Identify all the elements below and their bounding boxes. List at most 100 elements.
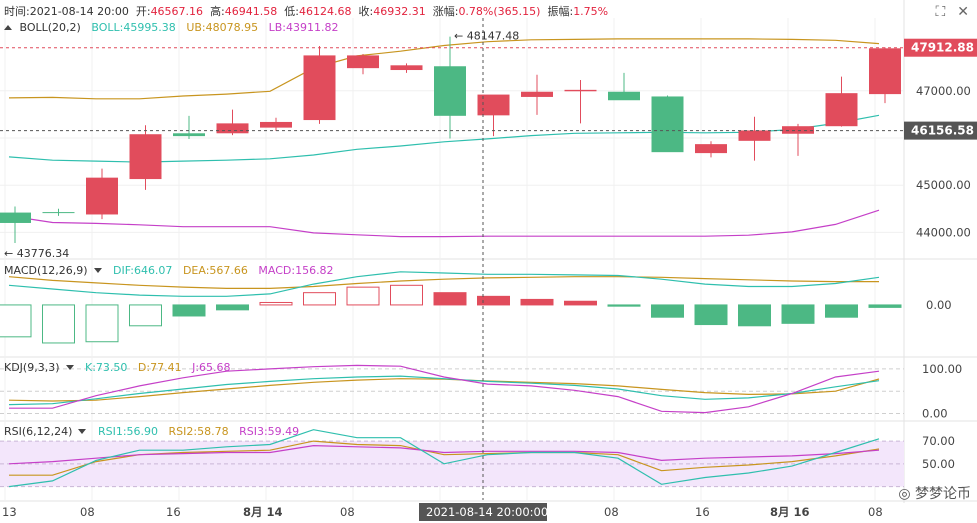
price-tag-box: [904, 38, 977, 57]
price-tag-box: [904, 121, 977, 140]
candle-up: [564, 89, 597, 92]
ohlc-header: 时间:2021-08-14 20:00 开:46567.16 高:46941.5…: [4, 3, 608, 19]
kdj-k-value: K:73.50: [85, 361, 128, 374]
boll-ub-value: UB:48078.95: [186, 21, 259, 34]
candle-up: [347, 55, 379, 69]
boll-legend: BOLL(20,2) BOLL:45995.38 UB:48078.95 LB:…: [4, 21, 338, 34]
high-label: 高:: [210, 5, 225, 18]
macd-bar-down: [42, 304, 75, 344]
candle-up: [477, 94, 510, 116]
price-tick-label: 47000.00: [916, 84, 971, 98]
rsi3-line: [8, 444, 880, 465]
expand-icon[interactable]: ⛶: [935, 4, 946, 20]
macd-bar-down: [694, 304, 728, 326]
kdj-k-line: [8, 375, 880, 406]
dropdown-icon[interactable]: [93, 268, 102, 273]
rsi3-value: RSI3:59.49: [239, 425, 300, 438]
macd-label[interactable]: MACD(12,26,9): [4, 264, 88, 277]
close-value: 46932.31: [373, 5, 426, 18]
candle-down: [434, 66, 466, 116]
open-value: 46567.16: [150, 5, 204, 18]
rsi-label[interactable]: RSI(6,12,24): [4, 425, 73, 438]
crosshair-time-label: 2021-08-14 20:00:00: [426, 505, 548, 519]
macd-bar-down: [738, 304, 771, 327]
price-tag-label: 47912.88: [911, 41, 974, 55]
macd-tick-label: 0.00: [926, 298, 952, 312]
overlay: 47912.88 46156.58 ← 48147.48 ← 43776.34 2021…: [0, 18, 977, 521]
macd-dif-value: DIF:646.07: [113, 264, 173, 277]
wechat-icon: ◎: [898, 486, 911, 502]
macd-bar-up: [259, 301, 293, 306]
macd-bar-down: [129, 304, 162, 327]
watermark: ◎ 梦梦论币: [898, 483, 971, 503]
x-tick-label: 16: [166, 505, 181, 519]
candle-up: [216, 123, 249, 134]
kdj-tick-label: 0.00: [922, 407, 948, 421]
macd-bar-down: [868, 304, 902, 308]
macd-layer: [0, 271, 902, 344]
x-tick-label: 13: [2, 505, 17, 519]
x-tick-label: 08: [340, 505, 355, 519]
change-value: 0.78%(365.15): [458, 5, 541, 18]
candles: [0, 36, 901, 243]
macd-bar-up: [433, 292, 467, 306]
macd-bar-down: [216, 304, 249, 311]
macd-bar-up: [390, 284, 423, 306]
candle-up: [695, 144, 727, 154]
window-controls: ⛶ ✕: [923, 4, 969, 20]
macd-bar-up: [346, 286, 380, 306]
dropdown-icon[interactable]: [65, 365, 74, 370]
macd-bar-up: [520, 298, 554, 306]
x-tick-label: 08: [868, 505, 883, 519]
macd-dea-line: [8, 276, 879, 289]
boll-lower-band: [8, 209, 880, 238]
crosshair-time-box: [419, 503, 547, 521]
macd-bar-down: [825, 304, 858, 318]
collapse-icon[interactable]: [4, 25, 12, 30]
boll-label[interactable]: BOLL(20,2): [19, 21, 81, 34]
candle-up: [303, 55, 336, 121]
macd-bar-down: [607, 304, 641, 307]
candle-down: [173, 133, 205, 137]
candle-down: [651, 96, 684, 153]
macd-dea-value: DEA:567.66: [182, 264, 248, 277]
candle-up: [260, 121, 292, 128]
open-label: 开:: [135, 5, 151, 18]
high-annotation: ← 48147.48: [454, 30, 519, 43]
kdj-d-value: D:77.41: [137, 361, 182, 374]
change-label: 涨幅:: [432, 5, 459, 18]
macd-bar-down: [651, 304, 684, 318]
kdj-layer: [0, 364, 904, 415]
candle-up: [86, 177, 118, 215]
macd-bar-down: [0, 304, 32, 338]
macd-hist-value: MACD:156.82: [258, 264, 334, 277]
candle-down: [42, 212, 75, 214]
candle-up: [869, 48, 901, 95]
macd-dif-line: [8, 271, 880, 297]
close-label: 收:: [358, 5, 374, 18]
watermark-text: 梦梦论币: [915, 486, 971, 502]
x-tick-label: 08: [604, 505, 619, 519]
candle-down: [608, 91, 640, 101]
x-tick-label: 8月 14: [243, 505, 283, 519]
price-tick-label: 44000.00: [916, 225, 971, 239]
kdj-label[interactable]: KDJ(9,3,3): [4, 361, 60, 374]
time-label: 时间:: [4, 5, 30, 18]
dropdown-icon[interactable]: [78, 429, 87, 434]
rsi1-value: RSI1:56.90: [97, 425, 159, 438]
macd-bar-down: [781, 304, 815, 324]
boll-mid-value: BOLL:45995.38: [91, 21, 176, 34]
close-icon[interactable]: ✕: [957, 4, 969, 20]
high-value: 46941.58: [224, 5, 278, 18]
candle-up: [738, 130, 771, 141]
boll-upper-band: [8, 38, 880, 100]
candle-up: [521, 91, 553, 97]
rsi2-value: RSI2:58.78: [168, 425, 229, 438]
macd-bar-down: [172, 304, 206, 317]
time-value: 2021-08-14 20:00: [29, 5, 129, 18]
x-tick-label: 16: [695, 505, 710, 519]
kdj-j-line: [9, 364, 880, 414]
rsi-tick-label: 50.00: [922, 457, 955, 471]
kdj-tick-label: 100.00: [922, 362, 962, 376]
